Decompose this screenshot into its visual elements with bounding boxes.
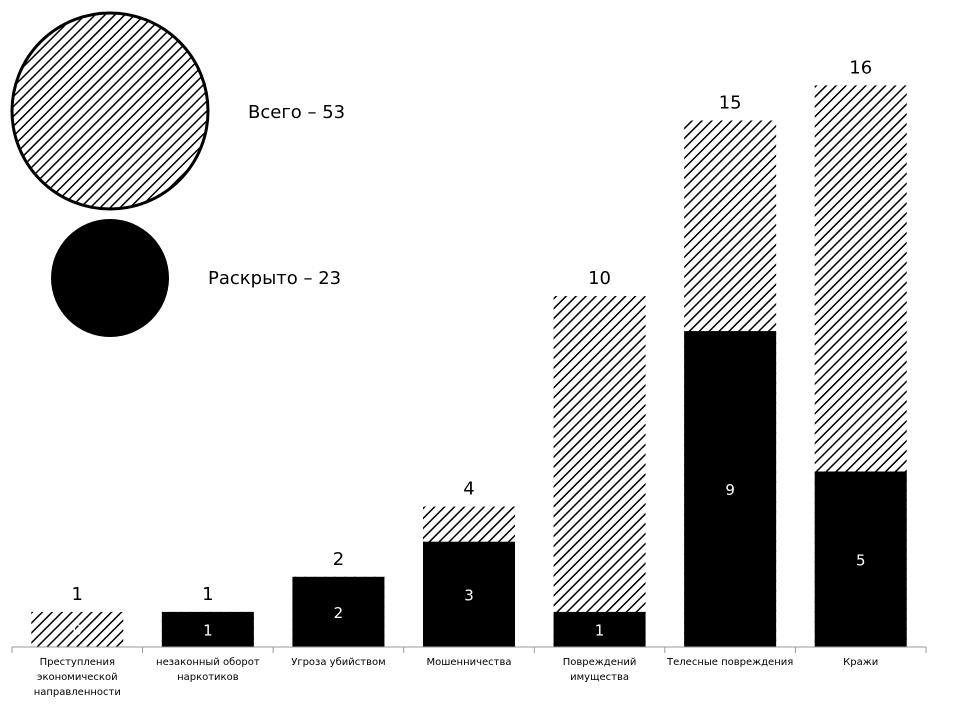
total-value-label: 10	[588, 268, 611, 289]
total-value-label: 15	[719, 93, 742, 114]
bar-solved	[161, 611, 254, 647]
legend: Всего – 53 Раскрыто – 23	[10, 11, 345, 337]
solved-value-label: 1	[595, 621, 605, 639]
solved-value-label: 3	[464, 586, 474, 604]
legend-total-label: Всего – 53	[248, 102, 345, 123]
bar-solved	[292, 576, 385, 647]
legend-solved-label: Раскрыто – 23	[208, 268, 341, 289]
total-value-label: 4	[463, 479, 474, 500]
solved-value-label: 9	[725, 481, 735, 499]
category-label: Телесные повреждения	[666, 657, 793, 668]
bar-total	[31, 611, 124, 647]
category-label: Мошенничества	[426, 657, 511, 668]
x-axis	[11, 646, 927, 653]
category-label: Угроза убийством	[291, 657, 385, 668]
solved-value-label: 0	[73, 621, 83, 639]
total-value-label: 16	[849, 57, 872, 78]
bar-solved	[684, 331, 777, 647]
bar-solved	[553, 611, 646, 647]
solved-value-label: 2	[334, 604, 344, 622]
bar-total	[553, 296, 646, 647]
category-label: Повреждений имущества	[563, 657, 637, 683]
total-value-label: 1	[72, 584, 83, 605]
total-value-label: 2	[333, 549, 344, 570]
bar-solved	[814, 471, 907, 647]
category-labels: Преступления экономической направленности н…	[34, 657, 879, 698]
category-label: незаконный оборот наркотиков	[156, 657, 260, 683]
legend-solved-marker	[51, 219, 169, 337]
solved-value-label: 5	[856, 551, 866, 569]
bar-solved	[423, 541, 515, 647]
category-label: Кражи	[843, 657, 878, 668]
total-value-label: 1	[202, 584, 213, 605]
category-label: Преступления экономической направленности	[34, 657, 121, 698]
solved-value-label: 1	[203, 621, 213, 639]
legend-total-marker	[10, 11, 210, 211]
